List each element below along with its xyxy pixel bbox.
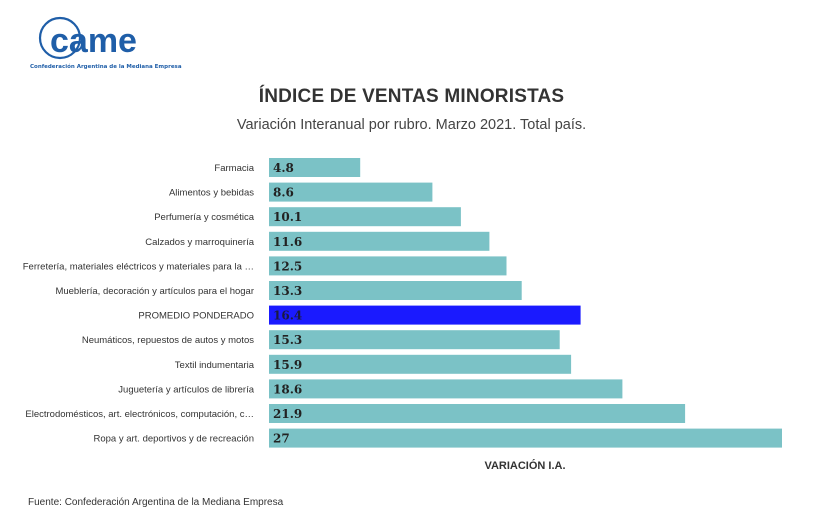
bar[interactable] bbox=[269, 182, 433, 202]
bar[interactable] bbox=[269, 158, 361, 177]
bar[interactable] bbox=[269, 354, 572, 374]
value-label: 18.6 bbox=[273, 382, 302, 396]
category-label: Farmacia bbox=[214, 163, 254, 174]
category-label: Ferretería, materiales eléctricos y mate… bbox=[23, 261, 254, 272]
value-label: 21.9 bbox=[273, 407, 302, 421]
value-label: 4.8 bbox=[273, 161, 294, 175]
bar[interactable] bbox=[269, 379, 623, 399]
bar[interactable] bbox=[269, 404, 686, 423]
value-label: 8.6 bbox=[273, 186, 294, 200]
category-label: Ropa y art. deportivos y de recreación bbox=[93, 434, 254, 445]
logo-text: came bbox=[50, 22, 137, 60]
bar[interactable] bbox=[269, 281, 522, 300]
bar[interactable] bbox=[269, 256, 507, 276]
bar[interactable] bbox=[269, 231, 490, 251]
chart-title: ÍNDICE DE VENTAS MINORISTAS bbox=[258, 86, 565, 107]
came-logo: came Confederación Argentina de la Media… bbox=[28, 14, 182, 74]
category-label: Textil indumentaria bbox=[175, 360, 255, 371]
value-label: 11.6 bbox=[273, 235, 302, 249]
x-axis-label: VARIACIÓN I.A. bbox=[484, 460, 566, 472]
logo-caption: Confederación Argentina de la Mediana Em… bbox=[30, 64, 182, 70]
bar[interactable] bbox=[269, 428, 782, 448]
category-label: Perfumería y cosmética bbox=[154, 212, 254, 223]
category-label: Neumáticos, repuestos de autos y motos bbox=[82, 335, 254, 346]
bar[interactable] bbox=[269, 330, 560, 350]
source-note: Fuente: Confederación Argentina de la Me… bbox=[28, 497, 284, 508]
category-label: Mueblería, decoración y artículos para e… bbox=[55, 286, 254, 297]
value-label: 12.5 bbox=[273, 259, 302, 273]
came-logo-mark: came bbox=[38, 16, 137, 60]
category-label: Electrodomésticos, art. electrónicos, co… bbox=[25, 409, 254, 420]
value-label: 13.3 bbox=[273, 284, 302, 298]
value-label: 15.9 bbox=[273, 358, 302, 372]
value-label: 27 bbox=[273, 432, 290, 446]
bar[interactable] bbox=[269, 305, 581, 325]
chart-subtitle: Variación Interanual por rubro. Marzo 20… bbox=[236, 117, 587, 133]
category-label: Calzados y marroquinería bbox=[145, 237, 254, 248]
bar[interactable] bbox=[269, 207, 461, 227]
value-label: 15.3 bbox=[273, 333, 302, 347]
category-label: PROMEDIO PONDERADO bbox=[138, 311, 254, 322]
category-label: Alimentos y bebidas bbox=[169, 188, 254, 199]
value-label: 10.1 bbox=[273, 210, 302, 224]
value-label: 16.4 bbox=[273, 309, 302, 323]
category-label: Juguetería y artículos de librería bbox=[118, 384, 254, 395]
